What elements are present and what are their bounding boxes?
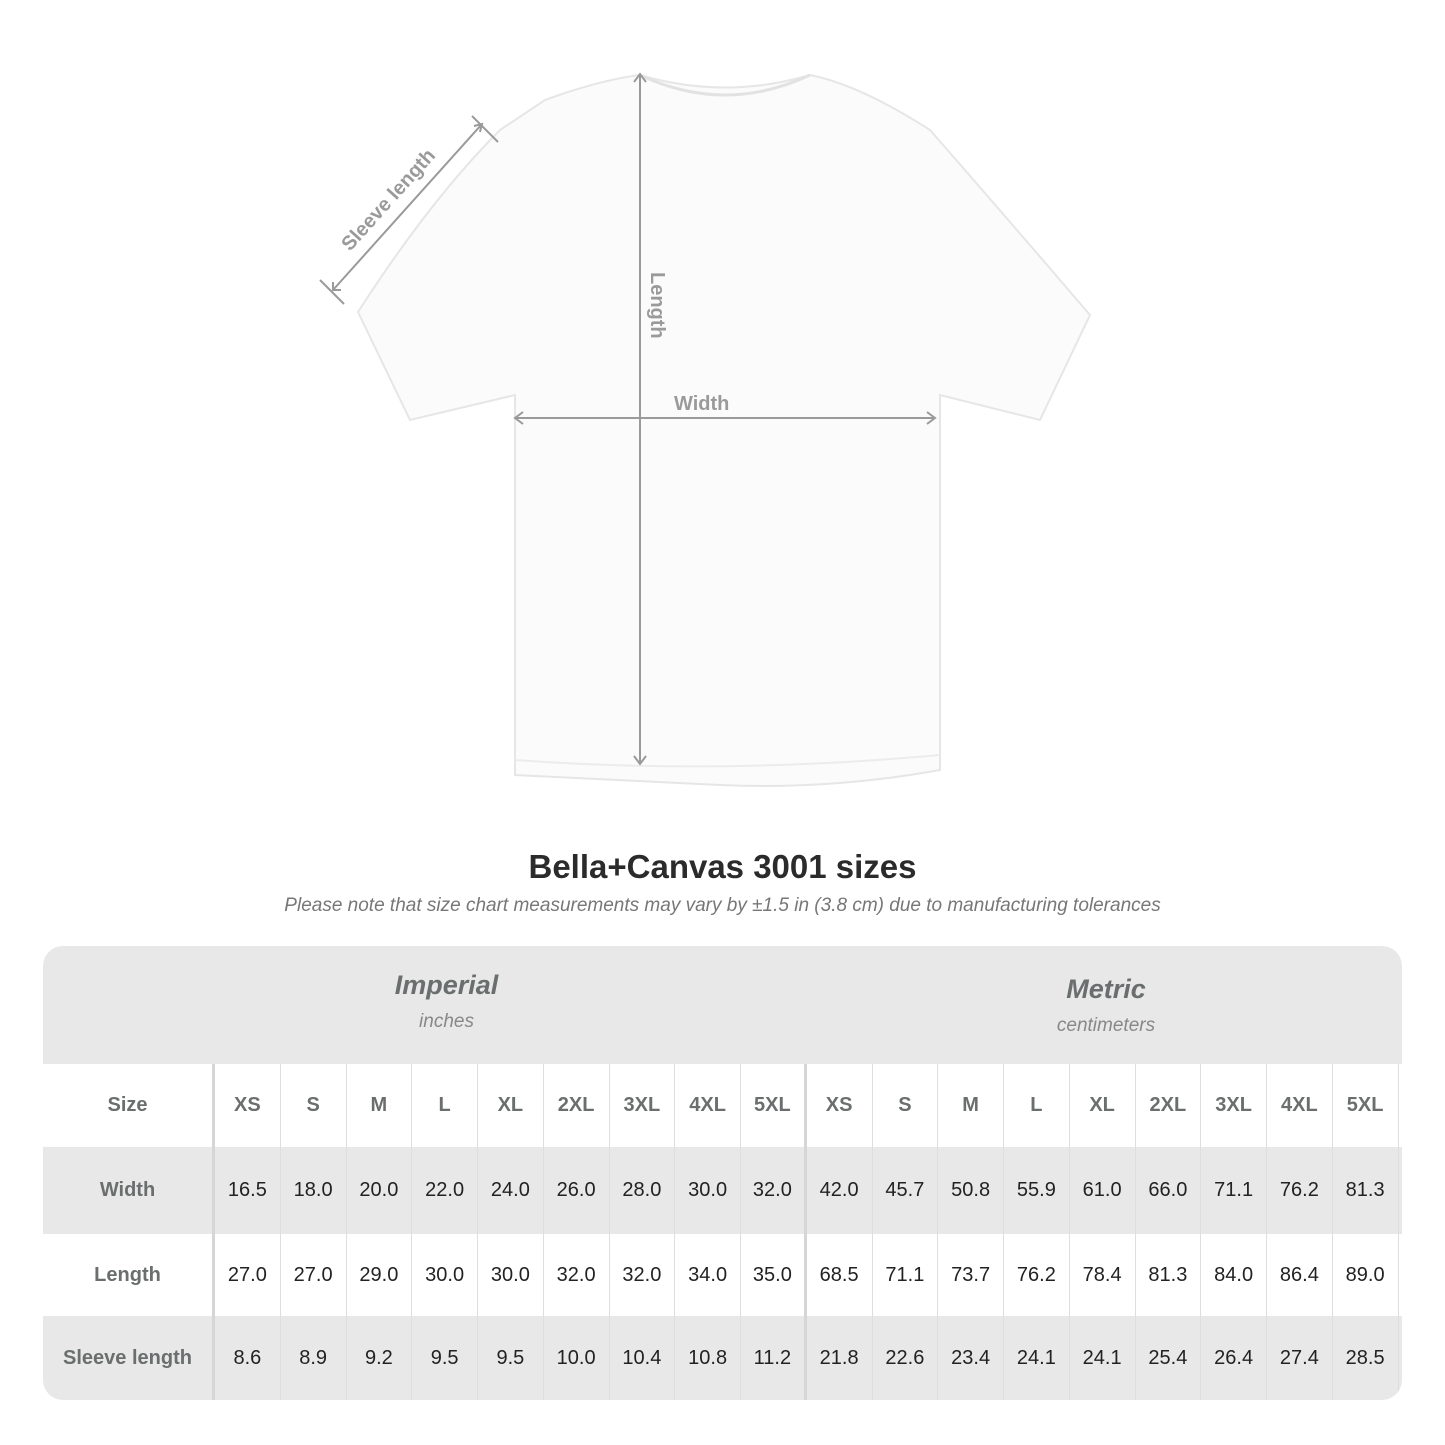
metric-value: 27.4 bbox=[1267, 1316, 1333, 1400]
metric-value: 76.2 bbox=[1267, 1147, 1333, 1234]
metric-header: Metric centimeters bbox=[810, 974, 1402, 1037]
metric-size-header: XS bbox=[807, 1064, 873, 1147]
metric-value: 25.4 bbox=[1136, 1316, 1202, 1400]
metric-size-header: 2XL bbox=[1136, 1064, 1202, 1147]
metric-size-header: S bbox=[873, 1064, 939, 1147]
page-title: Bella+Canvas 3001 sizes bbox=[528, 848, 917, 885]
imperial-value: 29.0 bbox=[347, 1234, 413, 1316]
imperial-value: 20.0 bbox=[347, 1147, 413, 1234]
imperial-value: 8.6 bbox=[215, 1316, 281, 1400]
imperial-value: 22.0 bbox=[412, 1147, 478, 1234]
imperial-value: 9.5 bbox=[478, 1316, 544, 1400]
row-label: Length bbox=[43, 1234, 215, 1316]
metric-value: 50.8 bbox=[938, 1147, 1004, 1234]
width-label: Width bbox=[674, 393, 729, 415]
tshirt-hem bbox=[514, 754, 941, 768]
metric-value: 42.0 bbox=[807, 1147, 873, 1234]
metric-value: 28.5 bbox=[1333, 1316, 1399, 1400]
imperial-value: 10.4 bbox=[610, 1316, 676, 1400]
units-header bbox=[43, 946, 1402, 1064]
metric-value: 81.3 bbox=[1136, 1234, 1202, 1316]
imperial-title: Imperial bbox=[394, 970, 499, 1000]
imperial-value: 9.5 bbox=[412, 1316, 478, 1400]
metric-value: 45.7 bbox=[873, 1147, 939, 1234]
metric-value: 24.1 bbox=[1004, 1316, 1070, 1400]
metric-size-header: L bbox=[1004, 1064, 1070, 1147]
metric-value: 78.4 bbox=[1070, 1234, 1136, 1316]
size-label: Size bbox=[43, 1064, 215, 1147]
metric-value: 68.5 bbox=[807, 1234, 873, 1316]
length-label: Length bbox=[646, 272, 668, 339]
imperial-value: 8.9 bbox=[281, 1316, 347, 1400]
metric-value: 26.4 bbox=[1201, 1316, 1267, 1400]
metric-value: 81.3 bbox=[1333, 1147, 1399, 1234]
imperial-value: 26.0 bbox=[544, 1147, 610, 1234]
metric-value: 21.8 bbox=[807, 1316, 873, 1400]
imperial-size-header: S bbox=[281, 1064, 347, 1147]
metric-title: Metric bbox=[1066, 974, 1146, 1004]
metric-value: 73.7 bbox=[938, 1234, 1004, 1316]
metric-unit: centimeters bbox=[1056, 1015, 1156, 1036]
metric-value: 61.0 bbox=[1070, 1147, 1136, 1234]
imperial-value: 18.0 bbox=[281, 1147, 347, 1234]
imperial-size-header: L bbox=[412, 1064, 478, 1147]
metric-value: 76.2 bbox=[1004, 1234, 1070, 1316]
imperial-value: 32.0 bbox=[544, 1234, 610, 1316]
row-label: Sleeve length bbox=[43, 1316, 215, 1400]
tshirt-diagram: Sleeve length Length Width bbox=[319, 72, 1092, 787]
tshirt-collar bbox=[639, 73, 811, 97]
imperial-value: 35.0 bbox=[741, 1234, 807, 1316]
imperial-size-header: 4XL bbox=[675, 1064, 741, 1147]
table-row: Sleeve length 8.6 8.9 9.2 9.5 9.5 10.0 10.4 10.8… bbox=[43, 1316, 1402, 1400]
imperial-value: 10.0 bbox=[544, 1316, 610, 1400]
metric-size-header: 3XL bbox=[1201, 1064, 1267, 1147]
imperial-value: 27.0 bbox=[215, 1234, 281, 1316]
row-label: Width bbox=[43, 1147, 215, 1234]
imperial-value: 9.2 bbox=[347, 1316, 413, 1400]
imperial-header: Imperial inches bbox=[215, 970, 678, 1033]
imperial-size-header: M bbox=[347, 1064, 413, 1147]
imperial-value: 32.0 bbox=[741, 1147, 807, 1234]
metric-value: 71.1 bbox=[1201, 1147, 1267, 1234]
imperial-value: 30.0 bbox=[675, 1147, 741, 1234]
metric-size-header: M bbox=[938, 1064, 1004, 1147]
tshirt-image bbox=[356, 73, 1092, 787]
imperial-size-header: XS bbox=[215, 1064, 281, 1147]
imperial-value: 10.8 bbox=[675, 1316, 741, 1400]
size-table: Imperial inches Metric centimeters Size X… bbox=[43, 946, 1402, 1400]
metric-value: 22.6 bbox=[873, 1316, 939, 1400]
metric-value: 55.9 bbox=[1004, 1147, 1070, 1234]
metric-size-header: 5XL bbox=[1333, 1064, 1399, 1147]
imperial-value: 30.0 bbox=[412, 1234, 478, 1316]
size-header-row: Size XS S M L XL 2XL 3XL 4XL 5XL XS S M L XL 2XL 3XL 4XL 5… bbox=[43, 1064, 1402, 1147]
imperial-value: 27.0 bbox=[281, 1234, 347, 1316]
imperial-value: 16.5 bbox=[215, 1147, 281, 1234]
imperial-value: 32.0 bbox=[610, 1234, 676, 1316]
imperial-size-header: XL bbox=[478, 1064, 544, 1147]
imperial-size-header: 2XL bbox=[544, 1064, 610, 1147]
imperial-unit: inches bbox=[419, 1011, 474, 1032]
imperial-value: 24.0 bbox=[478, 1147, 544, 1234]
metric-value: 71.1 bbox=[873, 1234, 939, 1316]
imperial-value: 11.2 bbox=[741, 1316, 807, 1400]
metric-value: 84.0 bbox=[1201, 1234, 1267, 1316]
imperial-value: 30.0 bbox=[478, 1234, 544, 1316]
metric-value: 23.4 bbox=[938, 1316, 1004, 1400]
imperial-size-header: 3XL bbox=[610, 1064, 676, 1147]
sleeve-arrow bbox=[332, 123, 483, 291]
metric-size-header: XL bbox=[1070, 1064, 1136, 1147]
metric-size-header: 4XL bbox=[1267, 1064, 1333, 1147]
tolerance-note: Please note that size chart measurements… bbox=[284, 895, 1161, 916]
imperial-value: 28.0 bbox=[610, 1147, 676, 1234]
table-row: Width 16.5 18.0 20.0 22.0 24.0 26.0 28.0 30.0 32.… bbox=[43, 1147, 1402, 1234]
metric-value: 66.0 bbox=[1136, 1147, 1202, 1234]
imperial-value: 34.0 bbox=[675, 1234, 741, 1316]
table-row: Length 27.0 27.0 29.0 30.0 30.0 32.0 32.0 34.0 35… bbox=[43, 1234, 1402, 1316]
imperial-size-header: 5XL bbox=[741, 1064, 807, 1147]
metric-value: 89.0 bbox=[1333, 1234, 1399, 1316]
metric-value: 86.4 bbox=[1267, 1234, 1333, 1316]
metric-value: 24.1 bbox=[1070, 1316, 1136, 1400]
